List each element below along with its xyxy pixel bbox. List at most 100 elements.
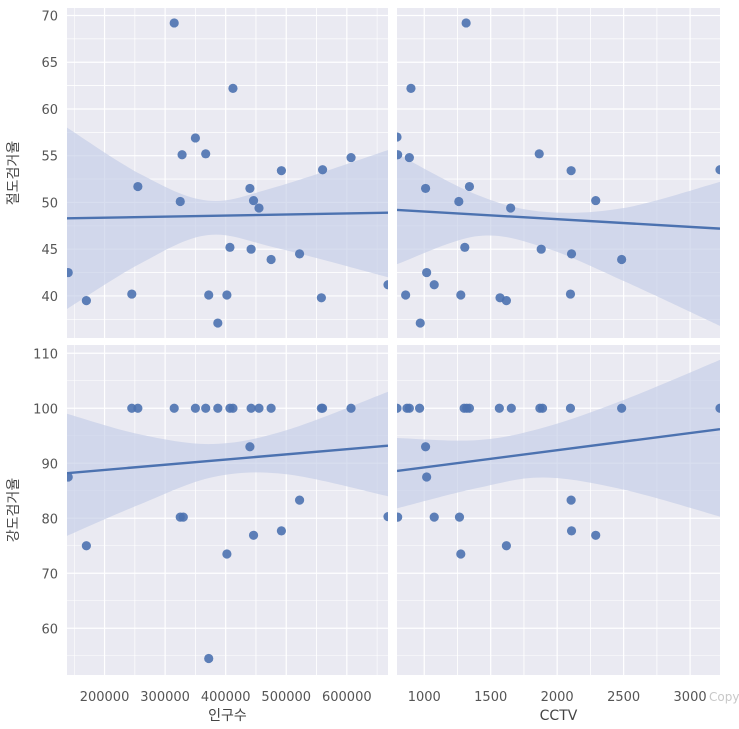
data-point [201,403,211,413]
data-point [246,244,256,254]
data-point [420,183,431,194]
y-tick-label: 65 [41,56,58,71]
data-point [248,530,259,540]
x-tick-label: 500000 [261,690,311,705]
regression-line [397,427,720,473]
data-point [317,165,328,175]
data-point [454,196,464,207]
regression-line [67,211,388,220]
data-point [190,133,200,143]
data-point [566,526,577,536]
data-point [245,183,255,194]
data-point [617,254,627,265]
data-point [397,512,403,522]
data-point [127,289,137,299]
data-point [566,166,576,176]
y-axis-title: 절도검거율 [6,141,22,206]
data-point [397,132,402,142]
data-point [228,83,238,93]
y-tick-label: 70 [41,567,58,582]
data-point [201,149,211,159]
panel-1-0: 60 70 80 90 100 110 200000 300000 400000 500000 60… [33,345,388,705]
x-tick-label: 2500 [607,690,640,705]
data-point [133,403,143,413]
x-axis-title: CCTV [540,708,578,724]
data-point [715,403,720,413]
data-point [566,495,576,505]
data-point [415,318,425,328]
confidence-band [67,391,388,536]
data-point [222,290,232,300]
data-point [422,472,432,482]
data-point [346,152,356,163]
data-point [133,181,143,192]
data-point [501,541,511,551]
data-point [190,403,200,413]
data-point [565,289,576,299]
x-axis-title: 인구수 [208,708,247,724]
data-point [506,403,516,413]
data-point [266,403,276,413]
data-point [404,403,414,413]
data-point [536,244,546,254]
data-point [401,290,411,300]
data-point [404,152,414,163]
y-tick-label: 90 [41,457,58,472]
data-point [422,267,432,278]
data-point [383,512,388,522]
regression-line [67,444,388,475]
data-point [414,403,425,413]
data-point [460,242,470,252]
y-tick-label: 80 [41,512,58,527]
data-point [294,495,305,505]
x-tick-label: 600000 [322,690,372,705]
data-point [456,549,466,559]
data-point [461,18,471,28]
data-point [228,403,238,413]
confidence-band [397,153,720,326]
data-point [294,249,305,259]
data-point [81,296,91,306]
x-tick-label: 400000 [201,690,251,705]
data-point [316,293,326,303]
data-point [454,512,465,522]
confidence-band [397,359,720,517]
data-point [266,254,276,265]
data-point [254,203,264,213]
y-tick-label: 55 [41,150,58,165]
x-tick-label: 3000 [674,690,707,705]
data-point [246,403,256,413]
data-point [715,165,720,175]
x-tick-label: 300000 [140,690,190,705]
data-point [178,512,188,522]
data-point [169,18,179,28]
data-point [429,512,439,522]
x-tick-label: 2000 [541,690,574,705]
confidence-band [67,127,388,310]
data-point [204,290,214,300]
panel-0-0: 40 45 50 55 60 65 70 [41,8,388,338]
data-point [494,403,504,413]
data-point [464,181,475,192]
data-point [397,150,403,160]
y-tick-label: 100 [33,402,58,417]
data-point [565,403,576,413]
data-point [213,403,223,413]
data-point [254,403,264,413]
data-point [566,249,577,259]
data-point [276,526,287,536]
data-point [276,166,287,176]
data-point [501,296,511,306]
data-point [506,203,516,213]
data-point [537,403,548,413]
y-tick-label: 60 [41,103,58,118]
y-tick-label: 70 [41,9,58,24]
data-point [248,195,259,206]
x-tick-label: 200000 [80,690,130,705]
data-point [245,442,255,452]
y-tick-label: 40 [41,290,58,305]
data-point [175,196,185,207]
data-point [406,83,416,93]
data-point [346,403,356,413]
x-tick-label: 1000 [408,690,441,705]
